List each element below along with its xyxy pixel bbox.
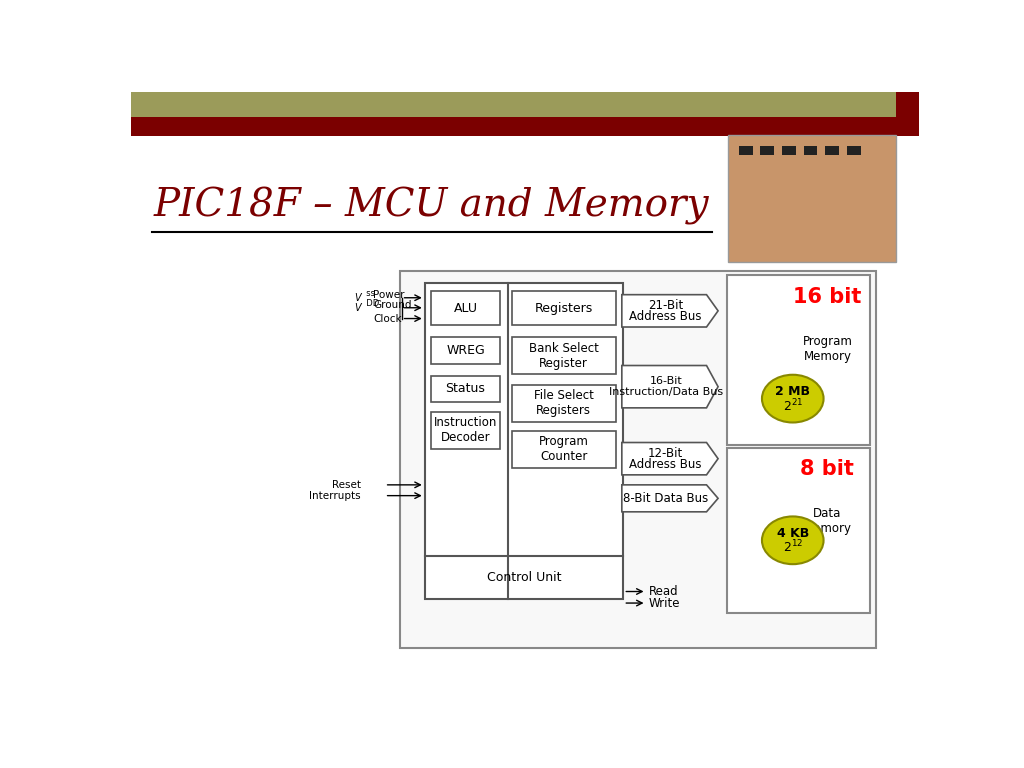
Text: 4 KB: 4 KB [776,527,809,540]
Text: 16 bit: 16 bit [794,287,861,307]
FancyBboxPatch shape [431,376,500,402]
Text: V: V [354,303,360,313]
Text: 2 MB: 2 MB [775,386,810,398]
Text: Program
Counter: Program Counter [539,435,589,463]
Text: ss: ss [360,289,375,298]
FancyBboxPatch shape [400,271,876,648]
FancyBboxPatch shape [131,117,920,136]
FancyBboxPatch shape [896,92,920,117]
Text: Reset: Reset [332,480,360,490]
Text: PIC18F – MCU and Memory: PIC18F – MCU and Memory [154,187,710,225]
FancyBboxPatch shape [431,337,500,364]
FancyBboxPatch shape [131,92,920,117]
Text: 21-Bit: 21-Bit [648,299,683,312]
Text: Address Bus: Address Bus [630,310,702,323]
FancyBboxPatch shape [512,385,615,422]
Text: V: V [354,293,360,303]
Text: ALU: ALU [454,302,477,315]
Text: Program
Memory: Program Memory [803,335,852,362]
Text: WREG: WREG [446,344,485,357]
FancyBboxPatch shape [761,146,774,155]
Text: 8 bit: 8 bit [801,459,854,479]
FancyBboxPatch shape [804,146,817,155]
Polygon shape [622,485,718,511]
Text: Power: Power [373,290,404,300]
Text: DD: DD [360,299,379,308]
FancyBboxPatch shape [728,134,896,262]
FancyBboxPatch shape [727,448,869,614]
Polygon shape [622,295,718,327]
FancyBboxPatch shape [512,337,615,374]
Text: Data
Memory: Data Memory [804,507,851,535]
Text: 8-Bit Data Bus: 8-Bit Data Bus [623,492,709,505]
Ellipse shape [762,375,823,422]
Text: Clock: Clock [373,313,401,323]
Text: Instruction/Data Bus: Instruction/Data Bus [608,387,723,397]
Text: Instruction
Decoder: Instruction Decoder [434,416,498,444]
FancyBboxPatch shape [512,431,615,468]
Text: Interrupts: Interrupts [309,491,360,501]
Text: Status: Status [445,382,485,396]
FancyBboxPatch shape [847,146,860,155]
Text: 12-Bit: 12-Bit [648,447,683,460]
FancyBboxPatch shape [782,146,796,155]
Text: Read: Read [649,585,678,598]
Text: Bank Select
Register: Bank Select Register [528,342,599,369]
Text: Address Bus: Address Bus [630,458,702,471]
Ellipse shape [762,516,823,564]
FancyBboxPatch shape [512,291,615,326]
FancyBboxPatch shape [739,146,753,155]
Text: $2^{21}$: $2^{21}$ [782,397,803,414]
Polygon shape [622,366,718,408]
FancyBboxPatch shape [431,291,500,326]
Text: Registers: Registers [535,302,593,315]
Text: Write: Write [649,597,680,610]
Text: Ground: Ground [373,300,412,310]
Text: $2^{12}$: $2^{12}$ [782,539,803,555]
Text: Control Unit: Control Unit [486,571,561,584]
FancyBboxPatch shape [727,276,869,445]
Text: File Select
Registers: File Select Registers [534,389,594,417]
FancyBboxPatch shape [825,146,839,155]
FancyBboxPatch shape [425,283,624,599]
FancyBboxPatch shape [431,412,500,449]
Polygon shape [622,442,718,475]
Text: 16-Bit: 16-Bit [649,376,682,386]
